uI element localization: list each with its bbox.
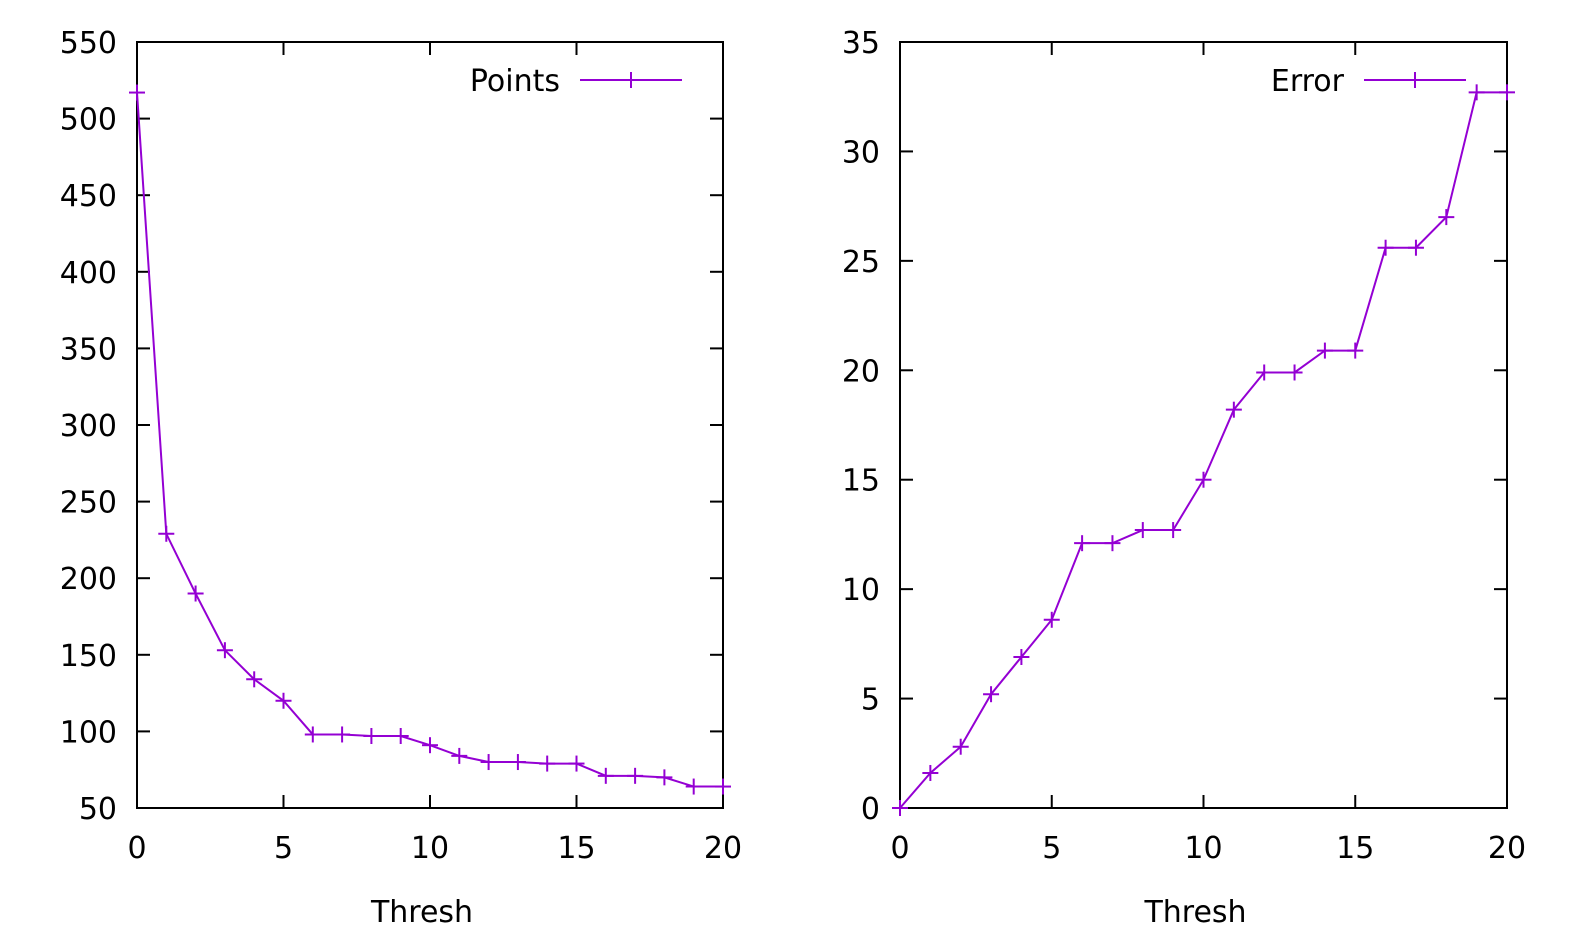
chart-0-y-tick-label: 200 [60,562,117,597]
chart-0-y-tick-label: 550 [60,26,117,61]
chart-0-data-point [597,767,614,784]
chart-0-y-tick-label: 450 [60,179,117,214]
chart-1-y-tick-label: 15 [842,464,880,499]
chart-0-x-axis-title: Thresh [370,895,473,930]
chart-1-x-tick-label: 5 [1042,831,1061,866]
chart-1-data-point [1104,535,1121,552]
chart-1-data-point [1256,364,1273,381]
chart-0-data-point [363,727,380,744]
chart-1-data-point [892,800,908,816]
chart-1-y-tick-label: 0 [861,792,880,827]
chart-1-data-point [1316,342,1333,359]
chart-1-y-tick-label: 35 [842,26,880,61]
chart-1-x-axis-title: Thresh [1143,895,1246,930]
chart-0-y-tick-label: 300 [60,409,117,444]
chart-1-y-tick-label: 30 [842,135,880,170]
chart-0-data-point [129,84,145,101]
chart-0-data-point [568,755,585,772]
chart-0-legend-marker [623,72,639,88]
chart-1-y-tick-label: 20 [842,354,880,389]
chart-0-data-point [480,754,497,771]
chart-0-y-tick-label: 500 [60,103,117,138]
chart-1-x-tick-label: 0 [890,831,909,866]
chart-1-data-point [1013,648,1030,665]
chart-1-x-tick-label: 10 [1184,831,1222,866]
chart-0-data-point [187,585,204,602]
chart-0-x-tick-label: 5 [274,831,293,866]
chart-0-data-point [392,727,409,744]
chart-1-legend-label: Error [1271,64,1345,99]
chart-1-data-point [1225,401,1242,418]
chart-1-data-point [1134,522,1151,539]
chart-0-data-point [451,747,468,764]
chart-1-data-point [1438,209,1455,226]
chart-0-y-tick-label: 150 [60,639,117,674]
chart-0-data-point [627,767,644,784]
chart-1-y-tick-label: 25 [842,245,880,280]
chart-1-data-point [1499,84,1515,101]
chart-1-data-point [1195,471,1212,488]
chart-0-data-point [509,754,526,771]
chart-0-data-point [275,692,292,709]
chart-0-data-point [246,671,263,688]
chart-0-y-tick-label: 100 [60,715,117,750]
chart-0-data-point [422,737,438,754]
chart-0-data-point [656,769,673,786]
chart-1-data-point [1347,342,1364,359]
chart-1-data-point [1165,522,1182,539]
chart-0-data-point [216,642,233,659]
chart-1-data-point [1043,611,1060,628]
chart-1-x-tick-label: 15 [1336,831,1374,866]
chart-0-data-point [685,778,702,795]
chart-0-plot-frame [136,41,724,809]
chart-1-data-point [952,738,969,755]
chart-1-legend-marker [1407,72,1423,88]
chart-0-legend-label: Points [470,64,560,99]
chart-1-data-point [1074,535,1091,552]
chart-0-x-tick-label: 20 [704,831,742,866]
chart-0-data-point [158,525,175,542]
chart-0-series-line [136,92,723,788]
chart-0-y-tick-label: 350 [60,332,117,367]
chart-1-data-point [1468,84,1485,101]
chart-0-y-tick-label: 250 [60,486,117,521]
chart-0-y-tick-label: 400 [60,256,117,291]
chart-0-x-tick-label: 15 [557,831,595,866]
chart-0-data-point [715,778,731,795]
chart-0-x-tick-label: 10 [411,831,449,866]
chart-0-data-point [539,755,556,772]
chart-0-data-point [334,726,351,743]
chart-1-y-tick-label: 10 [842,573,880,608]
chart-1-data-point [1407,239,1424,256]
chart-0-x-tick-label: 0 [127,831,146,866]
chart-0-y-tick-label: 50 [79,792,117,827]
points-chart: 50 100 150 200 250 300 350 400 450 500 550 0 5 10 15 20… [60,26,742,930]
chart-1-data-point [922,764,939,781]
chart-1-data-point [983,686,1000,703]
chart-0-data-point [304,726,321,743]
chart-1-data-point [1377,239,1394,256]
chart-1-y-tick-label: 5 [861,683,880,718]
chart-1-data-point [1286,364,1303,381]
chart-1-x-tick-label: 20 [1488,831,1526,866]
error-chart: 0 5 10 15 20 25 30 35 0 5 10 15 20 Thresh Error [842,26,1526,930]
